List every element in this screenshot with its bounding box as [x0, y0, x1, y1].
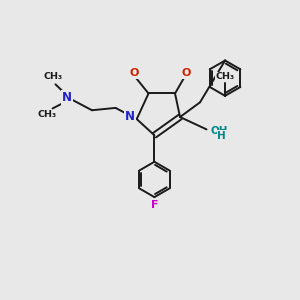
Text: CH₃: CH₃ [44, 73, 63, 82]
Text: O: O [129, 68, 139, 78]
Text: O: O [181, 68, 190, 78]
Text: CH₃: CH₃ [215, 73, 235, 82]
Text: OH: OH [211, 126, 229, 136]
Text: H: H [218, 131, 226, 141]
Text: CH₃: CH₃ [38, 110, 57, 119]
Text: N: N [125, 110, 135, 123]
Text: N: N [62, 91, 72, 104]
Text: F: F [151, 200, 158, 210]
